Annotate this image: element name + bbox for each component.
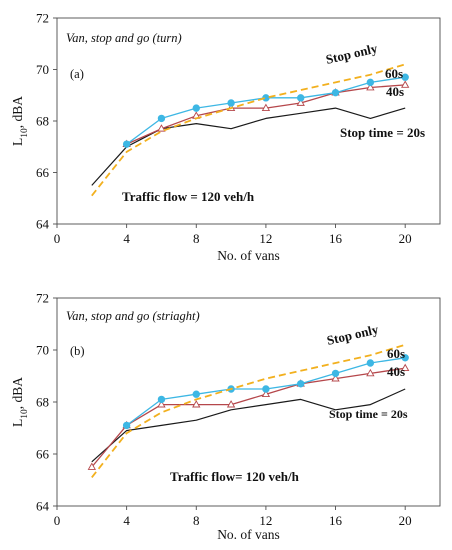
x-axis-title: No. of vans	[217, 248, 280, 263]
data-point-40s	[296, 98, 305, 106]
data-point-60s	[122, 421, 131, 430]
data-point-40s	[226, 400, 236, 408]
data-point-60s	[331, 369, 340, 378]
x-axis-title: No. of vans	[217, 527, 280, 542]
data-point-60s	[366, 78, 375, 87]
data-point-60s	[157, 114, 166, 123]
x-tick-label: 16	[329, 231, 343, 246]
data-point-60s	[401, 73, 409, 81]
series-line-stop-only	[91, 63, 406, 197]
data-point-40s	[366, 368, 375, 377]
data-point-60s	[262, 385, 270, 393]
chart-panel-a: 64 66 68 70 72 0 4 8 12 16 20 No. of vans L10, dBA Va…	[10, 11, 441, 263]
y-tick-label: 72	[36, 291, 49, 306]
panel-label: (b)	[70, 344, 85, 358]
data-point-60s	[297, 380, 305, 388]
data-point-40s	[157, 124, 166, 132]
x-tick-label: 0	[54, 513, 61, 528]
annotation-60s: 60s	[385, 66, 403, 81]
annotation-stop-only: Stop only	[324, 40, 379, 67]
data-point-60s	[297, 94, 305, 102]
annotation-stop-only: Stop only	[325, 321, 380, 348]
data-point-60s	[366, 359, 375, 367]
y-tick-label: 68	[36, 114, 49, 129]
panel-title: Van, stop and go (turn)	[66, 31, 182, 45]
x-tick-label: 4	[123, 231, 130, 246]
x-tick-label: 20	[399, 513, 412, 528]
data-point-60s	[157, 395, 166, 404]
y-axis-title: L10, dBA	[10, 377, 30, 427]
y-tick-label: 66	[36, 447, 50, 462]
data-point-60s	[192, 390, 200, 398]
y-tick-label: 68	[36, 395, 49, 410]
data-point-40s	[87, 462, 96, 470]
annotation-40s: 40s	[386, 84, 404, 99]
annotation-40s: 40s	[387, 364, 405, 379]
y-axis-title: L10, dBA	[10, 96, 30, 146]
series-line-20s	[91, 388, 406, 463]
data-point-60s	[227, 99, 235, 107]
y-tick-label: 72	[36, 11, 49, 26]
data-point-40s	[261, 103, 271, 111]
data-point-60s	[401, 354, 409, 362]
data-point-40s	[192, 400, 201, 408]
y-tick-label: 64	[36, 217, 50, 232]
data-point-40s	[366, 83, 375, 91]
y-tick-label: 64	[36, 499, 50, 514]
x-tick-label: 12	[259, 231, 272, 246]
data-point-40s	[331, 374, 340, 382]
y-tick-label: 70	[36, 343, 49, 358]
data-point-40s	[401, 80, 410, 88]
annotation-stop-time-20s: Stop time = 20s	[340, 125, 425, 140]
panel-title: Van, stop and go (striaght)	[66, 309, 200, 323]
y-tick-label: 70	[36, 62, 49, 77]
series-line-40s	[91, 367, 406, 468]
annotation-traffic-flow: Traffic flow = 120 veh/h	[122, 189, 255, 204]
y-tick-label: 66	[36, 165, 50, 180]
data-point-60s	[192, 104, 200, 112]
x-tick-label: 20	[399, 231, 412, 246]
data-point-60s	[122, 140, 131, 148]
data-point-40s	[157, 400, 166, 408]
annotation-60s: 60s	[387, 346, 405, 361]
x-tick-label: 8	[193, 513, 200, 528]
x-tick-label: 4	[123, 513, 130, 528]
data-point-40s	[401, 363, 410, 372]
annotation-stop-time-20s: Stop time = 20s	[329, 407, 408, 421]
x-tick-label: 12	[259, 513, 272, 528]
series-line-stop-only	[91, 343, 406, 478]
chart-panel-b: 64 66 68 70 72 0 4 8 12 16 20 No. of vans L10, dBA Va…	[10, 291, 441, 542]
data-point-60s	[331, 88, 340, 97]
x-tick-label: 0	[54, 231, 61, 246]
panel-label: (a)	[70, 67, 84, 81]
x-tick-label: 8	[193, 231, 200, 246]
annotation-traffic-flow: Traffic flow= 120 veh/h	[170, 469, 300, 484]
data-point-40s	[261, 389, 271, 398]
series-line-20s	[91, 107, 406, 186]
x-tick-label: 16	[329, 513, 343, 528]
